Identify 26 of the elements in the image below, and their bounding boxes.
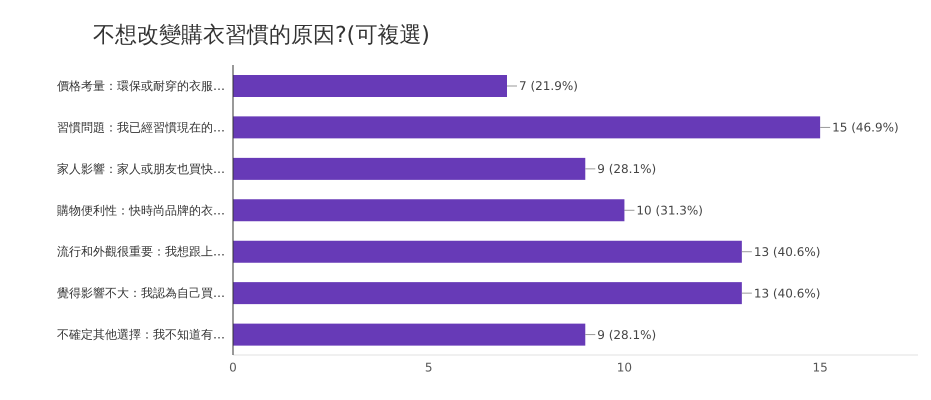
data-label: 9 (28.1%) <box>597 162 656 176</box>
y-tick-label: 家人影響：家人或朋友也買快… <box>57 162 225 176</box>
bar <box>233 240 742 263</box>
x-tick-label: 15 <box>812 360 828 375</box>
data-label: 15 (46.9%) <box>832 120 899 135</box>
data-label: 13 (40.6%) <box>754 286 820 300</box>
bar <box>233 158 586 180</box>
x-tick-label: 5 <box>424 360 433 375</box>
bar <box>233 324 586 346</box>
bar <box>233 199 624 222</box>
y-tick-label: 不確定其他選擇：我不知道有… <box>57 328 225 342</box>
bar <box>233 282 742 304</box>
x-tick-label: 0 <box>229 360 237 375</box>
data-label: 13 (40.6%) <box>754 244 820 259</box>
data-label: 10 (31.3%) <box>636 203 704 218</box>
y-tick-label: 覺得影響不大：我認為自己買… <box>57 286 225 300</box>
y-tick-label: 習慣問題：我已經習慣現在的… <box>57 120 225 134</box>
chart-title: 不想改變購衣習慣的原因?(可複選) <box>92 22 431 50</box>
bar <box>233 75 507 97</box>
y-tick-label: 購物便利性：快時尚品牌的衣… <box>57 203 225 218</box>
data-label: 7 (21.9%) <box>519 79 578 94</box>
y-tick-label: 流行和外觀很重要：我想跟上… <box>57 244 225 259</box>
x-tick-label: 10 <box>616 360 632 375</box>
data-label: 9 (28.1%) <box>597 328 656 342</box>
bar <box>233 116 820 138</box>
y-tick-label: 價格考量：環保或耐穿的衣服… <box>57 78 225 93</box>
